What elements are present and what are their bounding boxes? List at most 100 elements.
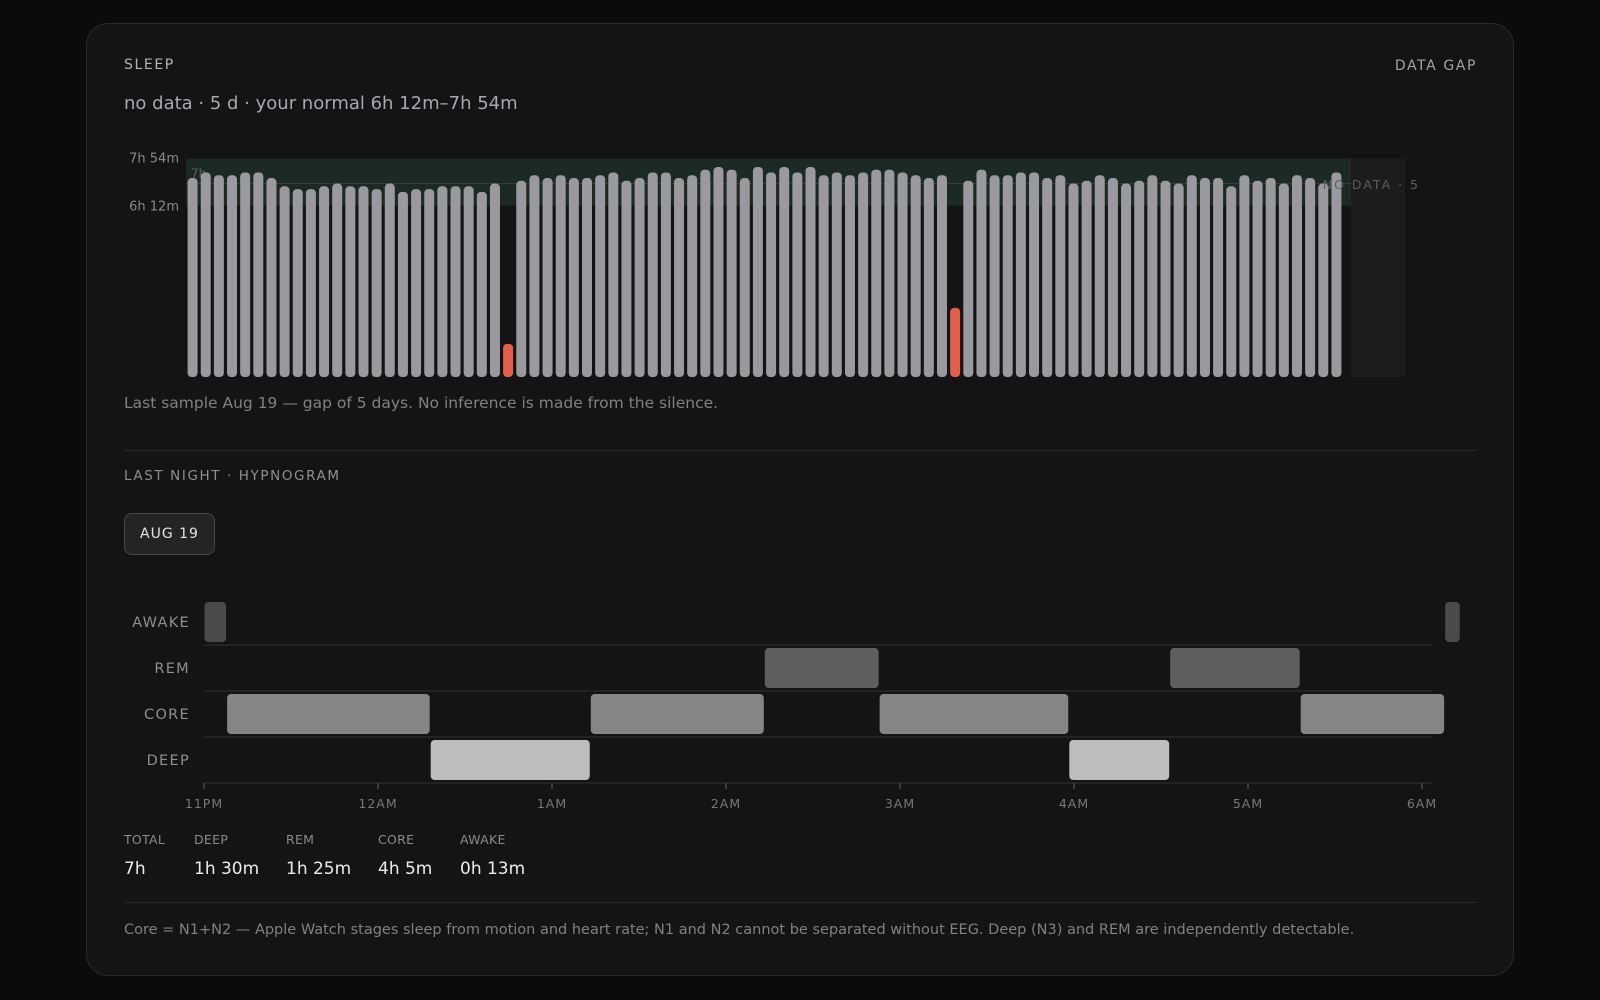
no-data-region <box>1351 159 1405 377</box>
stat-value: 1h 25m <box>286 859 352 879</box>
stat-total: TOTAL 7h <box>124 832 165 879</box>
footer-divider <box>124 902 1477 903</box>
bar <box>739 178 750 377</box>
segment-awake <box>1445 602 1460 642</box>
bar-alert <box>503 343 514 377</box>
bar <box>976 169 987 377</box>
bar <box>279 186 290 377</box>
bar <box>1094 175 1105 377</box>
date-chip[interactable]: AUG 19 <box>124 513 215 555</box>
bar <box>595 175 606 377</box>
bar <box>1305 178 1316 377</box>
bar <box>516 180 527 377</box>
no-data-label: NO DATA · 5 <box>1323 177 1420 192</box>
x-tick-label: 5AM <box>1233 796 1263 811</box>
stat-core: CORE 4h 5m <box>378 832 432 879</box>
bar <box>1173 183 1184 377</box>
bar <box>660 172 671 377</box>
x-tick-label: 1AM <box>537 796 567 811</box>
bar <box>1160 180 1171 377</box>
bar <box>897 172 908 377</box>
bar <box>1121 183 1132 377</box>
bar <box>463 186 474 377</box>
bar <box>963 180 974 377</box>
stat-value: 4h 5m <box>378 859 433 879</box>
hypnogram-title: LAST NIGHT · HYPNOGRAM <box>124 468 341 484</box>
bar <box>345 186 356 377</box>
bar <box>529 175 540 377</box>
bar <box>1002 175 1013 377</box>
x-tick-label: 2AM <box>711 796 741 811</box>
status-badge: DATA GAP <box>1394 58 1477 74</box>
bar <box>253 172 264 377</box>
bar <box>489 183 500 377</box>
bar <box>437 186 448 377</box>
bar <box>936 175 947 377</box>
bar <box>831 172 842 377</box>
bar <box>726 169 737 377</box>
bar <box>384 183 395 377</box>
bar <box>1134 180 1145 377</box>
bar <box>700 169 711 377</box>
segment-deep <box>1069 740 1170 780</box>
bar <box>305 189 316 377</box>
bar <box>1055 175 1066 377</box>
bar <box>621 180 632 377</box>
bar <box>1318 183 1329 377</box>
bar <box>989 175 1000 377</box>
bar <box>1291 175 1302 377</box>
bar <box>713 166 724 377</box>
stat-label: DEEP <box>194 832 229 847</box>
bar <box>1186 175 1197 377</box>
segment-core <box>590 694 764 734</box>
bar <box>779 166 790 377</box>
segment-core <box>1300 694 1445 734</box>
bar <box>608 172 619 377</box>
bar <box>450 186 461 377</box>
x-tick-label: 6AM <box>1407 796 1437 811</box>
x-tick-label: 4AM <box>1059 796 1089 811</box>
bar <box>1226 186 1237 377</box>
stat-deep: DEEP 1h 30m <box>194 832 259 879</box>
bar <box>358 186 369 377</box>
bar <box>1042 178 1053 377</box>
y-label-high: 7h 54m <box>129 152 179 167</box>
stat-value: 0h 13m <box>460 859 526 879</box>
bar <box>411 189 422 377</box>
stage-label: REM <box>154 661 190 677</box>
bar <box>792 172 803 377</box>
bar <box>187 178 198 377</box>
bar <box>266 178 277 377</box>
x-tick-label: 3AM <box>885 796 915 811</box>
bar <box>227 175 238 377</box>
x-tick-label: 12AM <box>358 796 397 811</box>
bar-alert <box>950 307 961 377</box>
bar <box>687 175 698 377</box>
bar <box>1107 178 1118 377</box>
bar <box>568 178 579 377</box>
trend-note: Last sample Aug 19 — gap of 5 days. No i… <box>124 394 719 412</box>
bar <box>542 178 553 377</box>
stat-awake: AWAKE 0h 13m <box>460 832 525 879</box>
bar <box>766 172 777 377</box>
x-tick-label: 11PM <box>185 796 223 811</box>
stage-label: CORE <box>144 707 190 723</box>
bar <box>858 172 869 377</box>
segment-rem <box>764 648 879 688</box>
footnote: Core = N1+N2 — Apple Watch stages sleep … <box>124 922 1355 938</box>
bar <box>1213 178 1224 377</box>
segment-awake <box>204 602 227 642</box>
section-divider <box>124 450 1477 451</box>
bar <box>923 178 934 377</box>
segment-deep <box>430 740 590 780</box>
bar <box>752 166 763 377</box>
bar <box>1081 180 1092 377</box>
bar <box>647 172 658 377</box>
bar <box>910 175 921 377</box>
bar <box>555 175 566 377</box>
bar <box>1239 175 1250 377</box>
segment-rem <box>1170 648 1300 688</box>
bar <box>582 178 593 377</box>
stage-label: DEEP <box>147 753 190 769</box>
